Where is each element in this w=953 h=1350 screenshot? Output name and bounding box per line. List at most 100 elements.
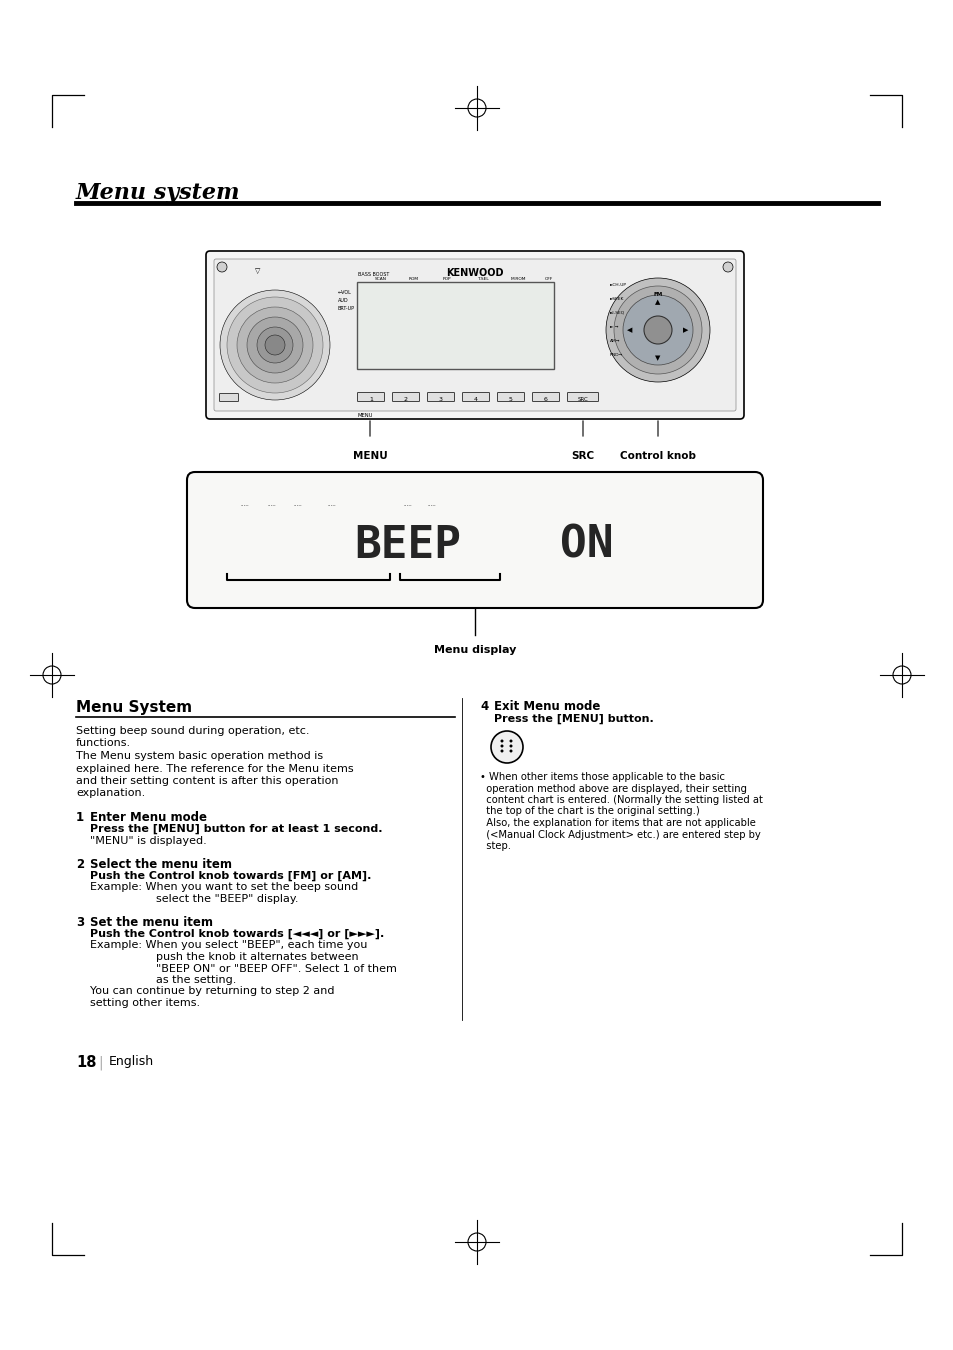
- Circle shape: [500, 740, 503, 743]
- Text: AM→: AM→: [609, 339, 619, 343]
- Text: 3: 3: [438, 397, 442, 402]
- Text: Example: When you select "BEEP", each time you: Example: When you select "BEEP", each ti…: [90, 941, 367, 950]
- Text: the top of the chart is the original setting.): the top of the chart is the original set…: [479, 806, 699, 817]
- Text: ▲: ▲: [655, 298, 660, 305]
- Text: push the knob it alternates between: push the knob it alternates between: [156, 952, 358, 963]
- Text: RND→: RND→: [609, 352, 622, 356]
- FancyBboxPatch shape: [532, 393, 558, 401]
- Text: OFF: OFF: [544, 277, 553, 281]
- Text: Set the menu item: Set the menu item: [90, 915, 213, 929]
- Text: ON: ON: [559, 524, 613, 567]
- Text: M-ROM: M-ROM: [511, 277, 526, 281]
- Text: step.: step.: [479, 841, 511, 850]
- Text: Menu display: Menu display: [434, 645, 516, 655]
- FancyBboxPatch shape: [213, 259, 735, 410]
- Text: 4: 4: [474, 397, 477, 402]
- Text: POP: POP: [442, 277, 451, 281]
- Text: Setting beep sound during operation, etc.: Setting beep sound during operation, etc…: [76, 726, 309, 736]
- Text: ·····: ·····: [240, 504, 249, 508]
- Text: ▶: ▶: [682, 327, 688, 333]
- Text: ▽: ▽: [254, 269, 260, 274]
- Text: ←VOL: ←VOL: [337, 290, 352, 296]
- Text: 4: 4: [479, 701, 488, 713]
- Circle shape: [605, 278, 709, 382]
- Text: 1: 1: [369, 397, 373, 402]
- Text: AUD: AUD: [337, 298, 348, 302]
- FancyBboxPatch shape: [357, 393, 384, 401]
- Text: ·····: ·····: [327, 504, 335, 508]
- Text: 3: 3: [76, 915, 84, 929]
- Text: FM: FM: [653, 292, 662, 297]
- Text: Select the menu item: Select the menu item: [90, 857, 232, 871]
- Text: English: English: [109, 1054, 154, 1068]
- Text: Press the [MENU] button for at least 1 second.: Press the [MENU] button for at least 1 s…: [90, 824, 382, 834]
- FancyBboxPatch shape: [497, 393, 524, 401]
- Text: Exit Menu mode: Exit Menu mode: [494, 701, 599, 713]
- Text: BASS BOOST: BASS BOOST: [357, 271, 389, 277]
- FancyBboxPatch shape: [219, 393, 238, 401]
- Text: 6: 6: [543, 397, 547, 402]
- Text: BEEP: BEEP: [354, 524, 461, 567]
- Text: Menu System: Menu System: [76, 701, 192, 716]
- FancyBboxPatch shape: [462, 393, 489, 401]
- Text: SCAN: SCAN: [375, 277, 387, 281]
- Text: SRC: SRC: [571, 451, 594, 460]
- Circle shape: [247, 317, 303, 373]
- Text: Enter Menu mode: Enter Menu mode: [90, 811, 207, 824]
- Text: (<Manual Clock Adjustment> etc.) are entered step by: (<Manual Clock Adjustment> etc.) are ent…: [479, 829, 760, 840]
- Circle shape: [500, 749, 503, 752]
- Text: Menu system: Menu system: [76, 182, 240, 204]
- Text: Press the [MENU] button.: Press the [MENU] button.: [494, 714, 653, 724]
- Text: ◀: ◀: [627, 327, 632, 333]
- FancyBboxPatch shape: [356, 282, 554, 369]
- Text: ·····: ·····: [427, 504, 436, 508]
- FancyBboxPatch shape: [392, 393, 419, 401]
- Text: Example: When you want to set the beep sound: Example: When you want to set the beep s…: [90, 883, 358, 892]
- Text: ►SEEK: ►SEEK: [609, 297, 623, 301]
- Circle shape: [265, 335, 285, 355]
- Text: ·····: ·····: [267, 504, 275, 508]
- Text: functions.: functions.: [76, 738, 131, 748]
- Circle shape: [227, 297, 323, 393]
- Text: |: |: [98, 1054, 103, 1069]
- Text: Push the Control knob towards [◄◄◄] or [►►►].: Push the Control knob towards [◄◄◄] or […: [90, 929, 384, 938]
- Circle shape: [614, 286, 701, 374]
- Circle shape: [236, 306, 313, 383]
- Text: content chart is entered. (Normally the setting listed at: content chart is entered. (Normally the …: [479, 795, 762, 805]
- Circle shape: [509, 749, 512, 752]
- Text: SRC: SRC: [577, 397, 588, 402]
- Text: MENU: MENU: [353, 451, 387, 460]
- Text: T-SEL: T-SEL: [476, 277, 488, 281]
- Text: ► →: ► →: [609, 325, 618, 329]
- Text: setting other items.: setting other items.: [90, 998, 200, 1008]
- Circle shape: [722, 262, 732, 271]
- Text: and their setting content is after this operation: and their setting content is after this …: [76, 776, 338, 786]
- Text: ·····: ·····: [402, 504, 412, 508]
- Text: Also, the explanation for items that are not applicable: Also, the explanation for items that are…: [479, 818, 755, 828]
- Circle shape: [622, 296, 692, 364]
- FancyBboxPatch shape: [187, 472, 762, 608]
- Text: operation method above are displayed, their setting: operation method above are displayed, th…: [479, 783, 746, 794]
- Text: The Menu system basic operation method is: The Menu system basic operation method i…: [76, 751, 323, 761]
- Circle shape: [509, 744, 512, 748]
- Text: ▼: ▼: [655, 355, 660, 360]
- Circle shape: [216, 262, 227, 271]
- Text: "BEEP ON" or "BEEP OFF". Select 1 of them: "BEEP ON" or "BEEP OFF". Select 1 of the…: [156, 964, 396, 973]
- Text: ROM: ROM: [409, 277, 418, 281]
- Text: • When other items those applicable to the basic: • When other items those applicable to t…: [479, 772, 724, 782]
- Text: MENU: MENU: [357, 413, 374, 418]
- Text: 2: 2: [76, 857, 84, 871]
- Text: 1: 1: [76, 811, 84, 824]
- FancyBboxPatch shape: [567, 393, 598, 401]
- Text: ·····: ·····: [293, 504, 301, 508]
- Text: ►CH-UP: ►CH-UP: [609, 284, 626, 288]
- Text: You can continue by returning to step 2 and: You can continue by returning to step 2 …: [90, 987, 335, 996]
- Circle shape: [509, 740, 512, 743]
- Text: 18: 18: [76, 1054, 96, 1071]
- Text: Control knob: Control knob: [619, 451, 696, 460]
- Text: BRT-UP: BRT-UP: [337, 306, 355, 310]
- Circle shape: [256, 327, 293, 363]
- Text: KENWOOD: KENWOOD: [446, 269, 503, 278]
- Circle shape: [220, 290, 330, 400]
- Text: 2: 2: [403, 397, 408, 402]
